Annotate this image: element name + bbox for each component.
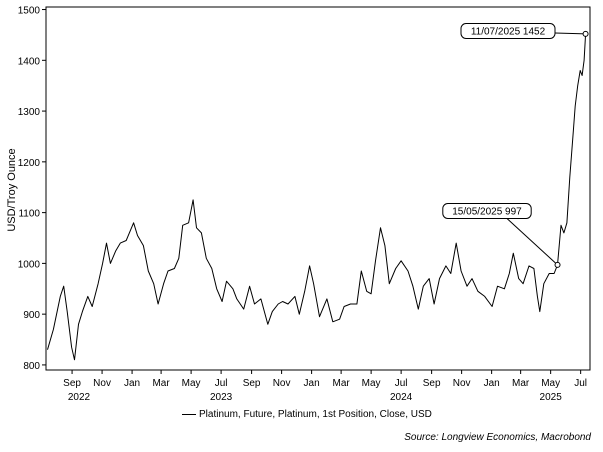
x-tick-label: Jul [395, 378, 408, 389]
y-axis: 800 900 1000 1100 1200 1300 1400 1500 [18, 6, 46, 372]
source-note: Source: Longview Economics, Macrobond [404, 432, 591, 443]
legend-swatch [182, 414, 196, 415]
x-tick-label: Sep [63, 378, 81, 389]
x-tick-label: Nov [93, 378, 111, 389]
y-tick-label: 1300 [18, 107, 41, 118]
annotation-box [442, 203, 532, 219]
annotation-leader [506, 218, 558, 266]
x-axis: Sep Nov Jan Mar May Jul Sep Nov Jan Mar May Jul Sep N… [63, 370, 587, 403]
series-lines [47, 33, 587, 361]
annotations: 15/05/2025 997 11/07/2025 1452 [442, 23, 589, 268]
annotation-marker [582, 30, 589, 37]
plot-area [45, 6, 591, 371]
x-tick-label: Sep [243, 378, 261, 389]
y-tick-label: 900 [23, 310, 40, 321]
y-tick-label: 1400 [18, 56, 41, 67]
annotation-box [460, 23, 556, 39]
series-line [47, 33, 587, 361]
x-tick-label: Jul [215, 378, 228, 389]
x-tick-label: Jan [484, 378, 500, 389]
x-year-label: 2024 [390, 392, 413, 403]
x-tick-label: Nov [453, 378, 471, 389]
x-tick-label: May [541, 378, 560, 389]
x-tick-label: Mar [152, 378, 170, 389]
x-tick-label: Sep [423, 378, 441, 389]
y-axis-label: USD/Troy Ounce [6, 148, 18, 231]
y-tick-label: 1200 [18, 158, 41, 169]
x-tick-label: Nov [273, 378, 291, 389]
legend-label: Platinum, Future, Platinum, 1st Position… [199, 409, 432, 420]
x-tick-label: Jul [574, 378, 587, 389]
x-tick-label: Jan [304, 378, 320, 389]
annotation-marker [554, 261, 561, 268]
annotation-label: 15/05/2025 997 [452, 207, 522, 218]
x-year-label: 2025 [540, 392, 563, 403]
legend: Platinum, Future, Platinum, 1st Position… [182, 409, 432, 420]
x-tick-label: Mar [333, 378, 351, 389]
y-tick-label: 800 [23, 361, 40, 372]
y-tick-label: 1000 [18, 259, 41, 270]
annotation-leader [554, 32, 586, 35]
x-year-label: 2023 [210, 392, 233, 403]
annotation-label: 11/07/2025 1452 [471, 27, 546, 38]
x-tick-label: May [362, 378, 381, 389]
x-tick-label: Mar [512, 378, 530, 389]
x-tick-label: May [182, 378, 201, 389]
y-tick-label: 1100 [18, 209, 40, 220]
y-tick-label: 1500 [18, 6, 41, 17]
x-tick-label: Jan [124, 378, 140, 389]
x-year-label: 2022 [68, 392, 91, 403]
